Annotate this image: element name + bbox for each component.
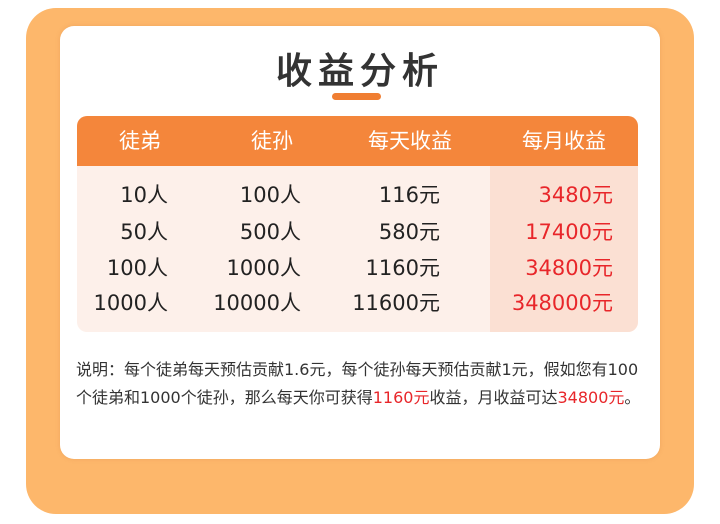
table-cell: 580元 [378, 220, 440, 244]
note-text: 收益，月收益可达 [429, 388, 558, 407]
table-cell: 1160元 [365, 256, 440, 280]
table-cell: 116元 [378, 183, 440, 207]
table-cell: 10人 [120, 183, 168, 207]
header-apprentice: 徒弟 [119, 129, 161, 153]
note-highlight-daily: 1160元 [372, 388, 430, 407]
table-cell: 100人 [106, 256, 168, 280]
header-sub-apprentice: 徒孙 [251, 129, 293, 153]
explanation-note: 说明：每个徒弟每天预估贡献1.6元，每个徒孙每天预估贡献1元，假如您有100个徒… [76, 356, 648, 412]
note-text: 。 [624, 388, 641, 407]
earnings-table: 徒弟 徒孙 每天收益 每月收益 10人 100人 116元 3480元 50人 … [77, 116, 638, 332]
table-cell: 500人 [239, 220, 301, 244]
table-cell: 50人 [120, 220, 168, 244]
table-cell: 17400元 [525, 220, 613, 244]
table-cell: 3480元 [538, 183, 613, 207]
header-daily-earnings: 每天收益 [368, 129, 452, 153]
title-underline [332, 93, 381, 100]
table-cell: 100人 [239, 183, 301, 207]
note-text: 说明：每个徒弟每天预估贡献1.6元，每个徒孙每天预估贡献1元，假如您有100个徒… [76, 360, 639, 407]
table-cell: 1000人 [226, 256, 301, 280]
header-monthly-earnings: 每月收益 [522, 129, 606, 153]
monthly-column-highlight [490, 166, 638, 332]
table-cell: 11600元 [352, 291, 440, 315]
table-cell: 1000人 [93, 291, 168, 315]
table-cell: 348000元 [511, 291, 613, 315]
table-cell: 10000人 [213, 291, 301, 315]
table-header: 徒弟 徒孙 每天收益 每月收益 [77, 116, 638, 166]
note-highlight-monthly: 34800元 [557, 388, 625, 407]
table-cell: 34800元 [525, 256, 613, 280]
page-title: 收益分析 [275, 51, 444, 92]
